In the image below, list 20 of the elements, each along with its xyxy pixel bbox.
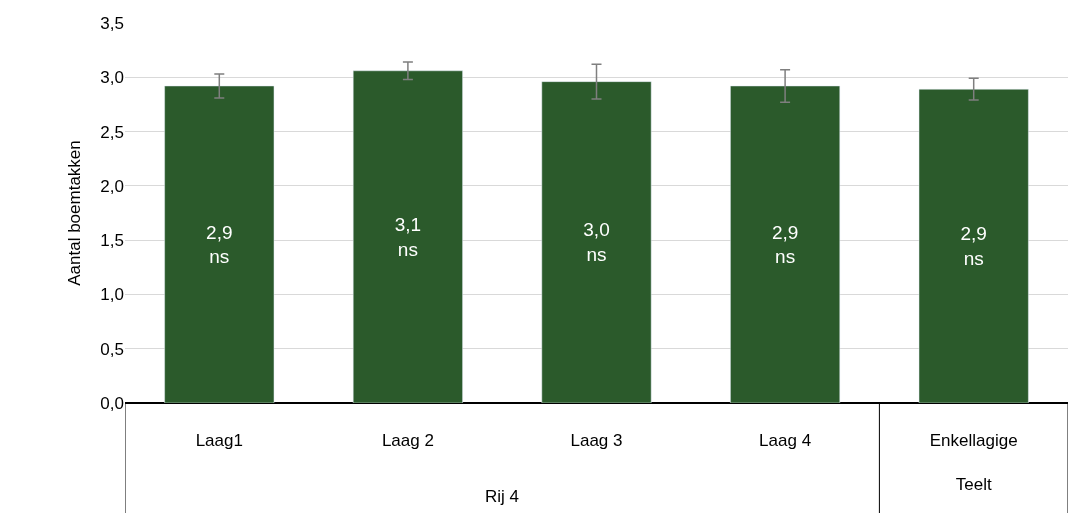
data-label: 2,9 ns [206,221,233,268]
y-tick-label: 3,5 [100,13,124,33]
data-label: 2,9 ns [771,221,799,268]
y-tick-label: 1,0 [100,285,124,305]
x-tick-label: Laag 3 [570,431,623,450]
data-label: 3,0 ns [583,219,610,266]
y-tick-label: 0,5 [100,339,124,359]
y-tick-label: 3,0 [100,68,124,88]
x-tick-label: Laag 2 [381,431,434,450]
y-tick-label: 2,0 [100,176,124,196]
data-label: 2,9 ns [960,223,987,269]
category-label: Enkellagige Teelt [929,431,1018,495]
y-tick-label: 0,0 [100,393,124,413]
text: Rij 4 [485,487,520,506]
y-tick-label: 1,5 [100,231,124,251]
y-axis-title: Aantal boemtakken [64,140,84,286]
y-tick-label: 2,5 [100,122,124,142]
x-tick-label: Laag1 [195,431,243,450]
x-tick-label: Laag 4 [759,431,812,450]
data-label: 3,1 ns [394,214,422,260]
